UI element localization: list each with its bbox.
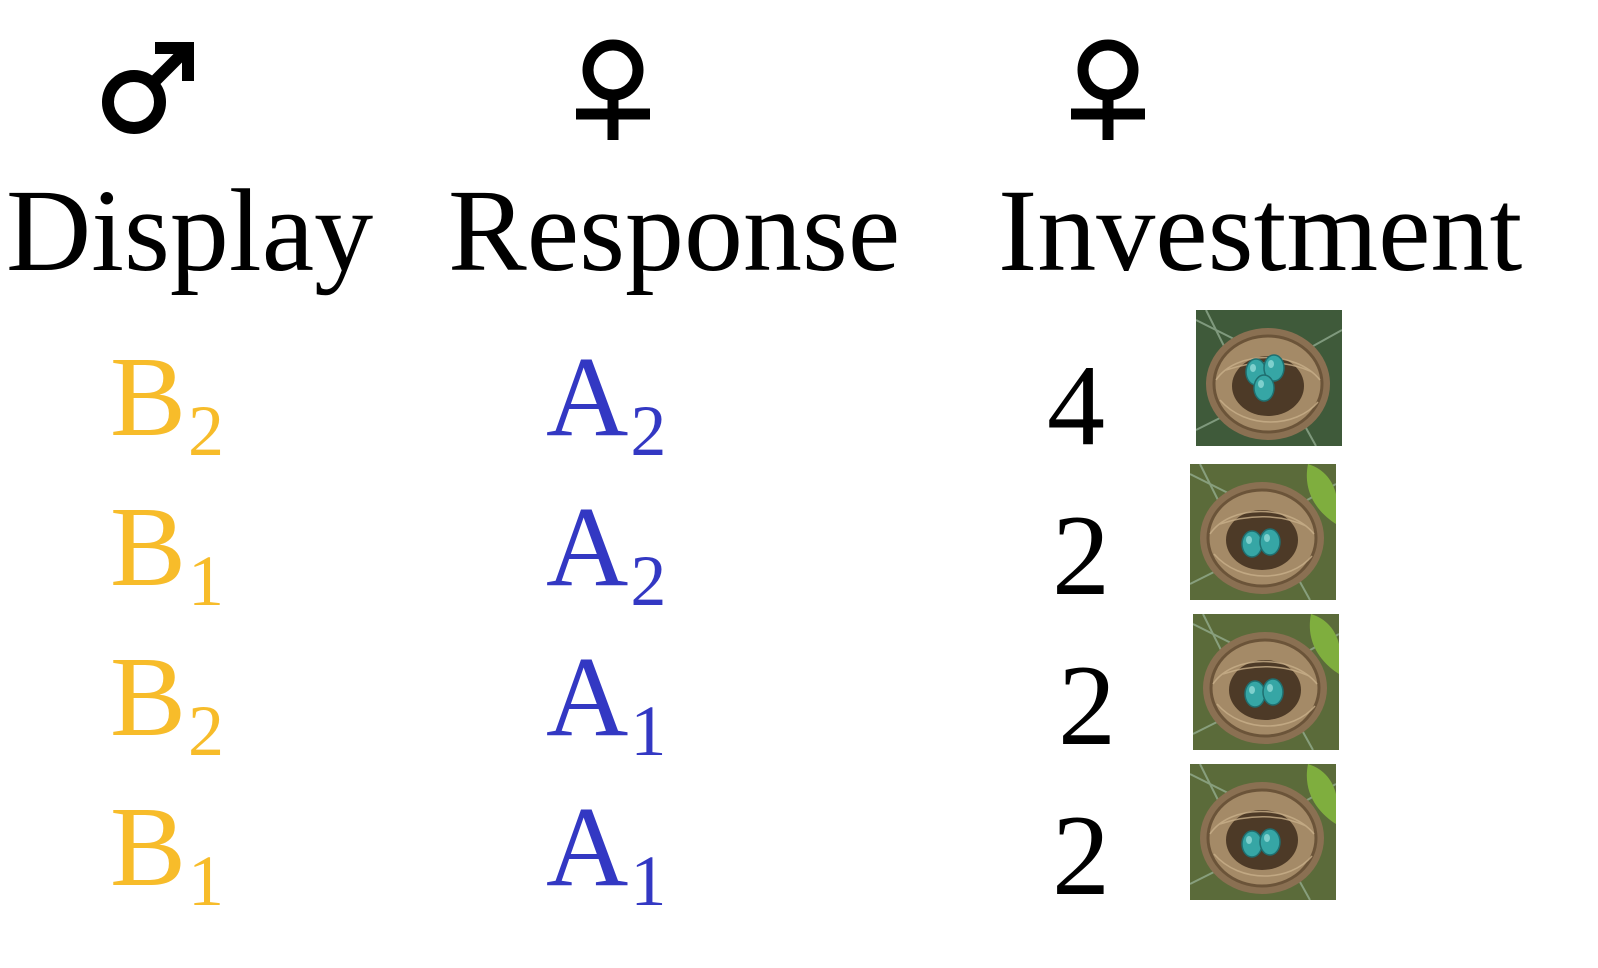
- investment-value: 2: [1052, 792, 1110, 920]
- display-letter: B: [110, 333, 187, 460]
- display-letter: B: [110, 483, 187, 610]
- response-subscript: 2: [630, 541, 667, 621]
- response-cell: A1: [546, 640, 666, 768]
- response-cell: A1: [546, 790, 666, 918]
- investment-value: 2: [1058, 642, 1116, 770]
- nest-with-eggs-icon: [1190, 764, 1336, 900]
- response-letter: A: [546, 633, 629, 760]
- male-symbol-icon: [100, 38, 200, 138]
- response-cell: A2: [546, 490, 666, 618]
- nest-with-eggs-icon: [1193, 614, 1339, 750]
- display-subscript: 1: [188, 841, 225, 921]
- response-subscript: 2: [630, 391, 667, 471]
- investment-value: 4: [1047, 342, 1105, 470]
- response-cell: A2: [546, 340, 666, 468]
- header-display: Display: [6, 165, 374, 296]
- display-letter: B: [110, 633, 187, 760]
- display-cell: B2: [110, 640, 224, 768]
- display-cell: B1: [110, 490, 224, 618]
- investment-value: 2: [1052, 492, 1110, 620]
- display-subscript: 2: [188, 391, 225, 471]
- response-letter: A: [546, 783, 629, 910]
- nest-with-eggs-icon: [1190, 464, 1336, 600]
- response-letter: A: [546, 333, 629, 460]
- display-subscript: 1: [188, 541, 225, 621]
- nest-with-eggs-icon: [1196, 310, 1342, 446]
- display-subscript: 2: [188, 691, 225, 771]
- display-cell: B1: [110, 790, 224, 918]
- display-letter: B: [110, 783, 187, 910]
- display-cell: B2: [110, 340, 224, 468]
- header-response: Response: [448, 165, 901, 296]
- header-investment: Investment: [998, 165, 1523, 296]
- female-symbol-icon: [568, 38, 658, 143]
- response-letter: A: [546, 483, 629, 610]
- female-symbol-icon: [1063, 38, 1153, 143]
- response-subscript: 1: [630, 841, 667, 921]
- response-subscript: 1: [630, 691, 667, 771]
